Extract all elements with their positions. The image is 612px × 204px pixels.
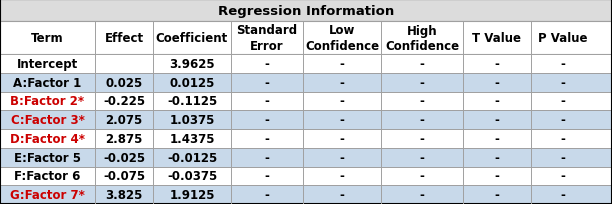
Text: -: - <box>494 151 499 164</box>
Text: -: - <box>264 170 269 183</box>
Text: Coefficient: Coefficient <box>156 32 228 45</box>
Text: 3.825: 3.825 <box>105 188 143 201</box>
Text: -: - <box>264 114 269 126</box>
Text: -: - <box>420 58 425 71</box>
Text: 1.4375: 1.4375 <box>170 132 215 145</box>
Text: -: - <box>420 188 425 201</box>
Text: -: - <box>264 95 269 108</box>
Text: 0.0125: 0.0125 <box>170 76 215 89</box>
Text: -: - <box>494 170 499 183</box>
Bar <box>0 0 612 22</box>
Bar <box>0 55 612 73</box>
Text: -: - <box>420 76 425 89</box>
Text: Low
Confidence: Low Confidence <box>305 24 379 52</box>
Text: D:Factor 4*: D:Factor 4* <box>10 132 85 145</box>
Bar <box>0 92 612 111</box>
Text: -: - <box>420 170 425 183</box>
Text: -: - <box>340 58 345 71</box>
Text: Regression Information: Regression Information <box>218 4 394 17</box>
Text: C:Factor 3*: C:Factor 3* <box>10 114 84 126</box>
Text: E:Factor 5: E:Factor 5 <box>14 151 81 164</box>
Text: Term: Term <box>31 32 64 45</box>
Text: -: - <box>560 95 565 108</box>
Text: -: - <box>264 151 269 164</box>
Text: 2.875: 2.875 <box>105 132 143 145</box>
Text: -0.075: -0.075 <box>103 170 145 183</box>
Text: -: - <box>340 170 345 183</box>
Text: T Value: T Value <box>472 32 521 45</box>
Text: -: - <box>560 58 565 71</box>
Text: -: - <box>560 170 565 183</box>
Text: -: - <box>420 114 425 126</box>
Text: -0.025: -0.025 <box>103 151 145 164</box>
Text: -0.1125: -0.1125 <box>167 95 217 108</box>
Text: -: - <box>560 132 565 145</box>
Text: -: - <box>264 188 269 201</box>
Text: -: - <box>560 188 565 201</box>
Text: High
Confidence: High Confidence <box>385 24 459 52</box>
Text: -: - <box>420 132 425 145</box>
Text: A:Factor 1: A:Factor 1 <box>13 76 81 89</box>
Bar <box>0 73 612 92</box>
Text: -: - <box>494 76 499 89</box>
Text: P Value: P Value <box>538 32 588 45</box>
Text: 2.075: 2.075 <box>105 114 143 126</box>
Text: -: - <box>494 58 499 71</box>
Text: G:Factor 7*: G:Factor 7* <box>10 188 85 201</box>
Text: 1.9125: 1.9125 <box>170 188 215 201</box>
Bar <box>0 129 612 148</box>
Bar <box>0 185 612 204</box>
Text: -0.0125: -0.0125 <box>167 151 217 164</box>
Text: -: - <box>264 76 269 89</box>
Text: -: - <box>264 132 269 145</box>
Text: -0.225: -0.225 <box>103 95 145 108</box>
Bar <box>0 148 612 167</box>
Text: -: - <box>494 132 499 145</box>
Text: -: - <box>340 95 345 108</box>
Text: -: - <box>340 188 345 201</box>
Bar <box>0 22 612 55</box>
Text: -: - <box>494 188 499 201</box>
Text: F:Factor 6: F:Factor 6 <box>14 170 81 183</box>
Text: -: - <box>560 76 565 89</box>
Text: -: - <box>560 114 565 126</box>
Text: -: - <box>494 114 499 126</box>
Text: -: - <box>494 95 499 108</box>
Bar <box>0 111 612 129</box>
Text: Intercept: Intercept <box>17 58 78 71</box>
Text: Standard
Error: Standard Error <box>236 24 297 52</box>
Text: -: - <box>420 151 425 164</box>
Text: -: - <box>560 151 565 164</box>
Text: -: - <box>340 114 345 126</box>
Text: -0.0375: -0.0375 <box>167 170 217 183</box>
Text: -: - <box>264 58 269 71</box>
Text: 3.9625: 3.9625 <box>169 58 215 71</box>
Text: -: - <box>340 132 345 145</box>
Text: B:Factor 2*: B:Factor 2* <box>10 95 84 108</box>
Text: -: - <box>420 95 425 108</box>
Text: -: - <box>340 151 345 164</box>
Text: Effect: Effect <box>105 32 144 45</box>
Text: 0.025: 0.025 <box>105 76 143 89</box>
Text: -: - <box>340 76 345 89</box>
Text: 1.0375: 1.0375 <box>170 114 215 126</box>
Bar <box>0 167 612 185</box>
